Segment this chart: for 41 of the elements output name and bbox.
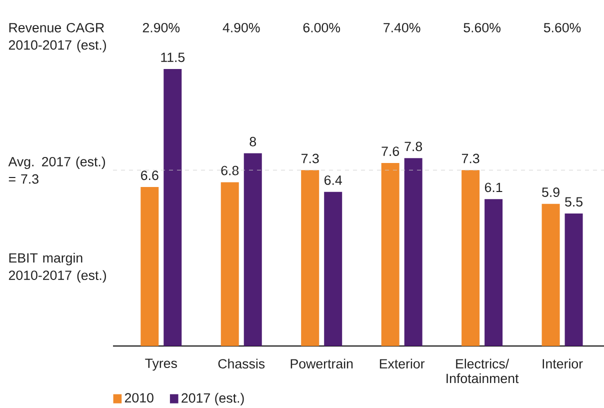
text: 5.60% [544, 22, 581, 32]
data-label: 6.1 [484, 182, 502, 192]
bar [244, 153, 262, 346]
text: 5.60% [464, 22, 500, 32]
data-label: 8 [250, 136, 256, 146]
data-label: 6.8 [221, 166, 239, 176]
data-label: 11.5 [161, 52, 185, 62]
data-label: 7.3 [302, 154, 319, 164]
data-label: 6.6 [141, 170, 158, 180]
text: 2.90% [142, 22, 180, 32]
bar [484, 199, 503, 346]
data-label: 7.3 [462, 154, 480, 164]
text: 4.90% [222, 22, 260, 32]
x-tick-label: Electrics/ Infotainment [446, 358, 519, 384]
bar [324, 192, 342, 346]
data-label: 6.4 [324, 175, 342, 185]
bar [164, 69, 182, 346]
data-label: 5.9 [542, 188, 560, 197]
bar [140, 187, 159, 346]
x-tick-label: Exterior [380, 358, 425, 368]
x-tick-label: Powertrain [290, 358, 353, 368]
text: 7.40% [384, 22, 420, 32]
x-tick-label: Chassis [218, 358, 265, 368]
bar [301, 170, 320, 346]
ref-line-label: Avg. 2017 (est.) = 7.3 [8, 156, 106, 184]
bar [220, 182, 239, 346]
bar [404, 158, 422, 346]
data-label: 7.8 [404, 142, 422, 152]
x-tick-label: Tyres [145, 358, 177, 371]
legend-label: 2017 (est.) [182, 392, 244, 406]
bar [381, 162, 400, 346]
legend-label: 2010 [124, 393, 154, 403]
text: 6.00% [303, 22, 340, 32]
x-tick-label: Interior [542, 358, 583, 368]
bar [564, 214, 583, 346]
data-label: 7.6 [382, 146, 400, 156]
bar [462, 170, 480, 346]
text: EBIT margin 2010-2017 (est.) [8, 252, 106, 283]
bar [542, 204, 560, 346]
text: Revenue CAGR 2010-2017 (est.) [8, 22, 106, 52]
data-label: 5.5 [565, 197, 582, 207]
